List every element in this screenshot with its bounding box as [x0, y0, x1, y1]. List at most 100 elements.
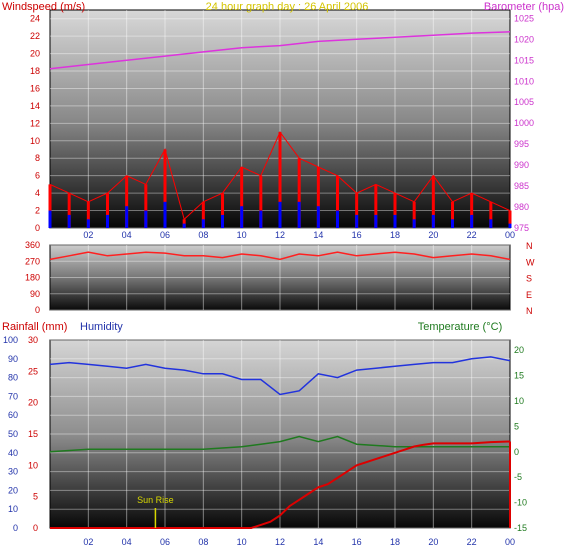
barometer-tick-label: 1010	[514, 76, 534, 86]
rain-x-tick-label: 16	[352, 537, 362, 547]
rainfall-line	[50, 440, 511, 529]
humidity-tick-label: 80	[8, 373, 18, 383]
rain-panel-background	[49, 339, 511, 529]
windspeed-tick-label: 20	[30, 49, 40, 59]
windspeed-tick-label: 22	[30, 31, 40, 41]
rain-x-tick-label: 08	[198, 537, 208, 547]
wind-x-tick-label: 06	[160, 230, 170, 240]
temperature-tick-label: -15	[514, 523, 527, 533]
wind-x-tick-label: 04	[122, 230, 132, 240]
wind-x-tick-label: 14	[313, 230, 323, 240]
barometer-tick-label: 985	[514, 181, 529, 191]
direction-tick-label: 270	[25, 256, 40, 266]
temperature-tick-label: 15	[514, 371, 524, 381]
wind-x-tick-label: 02	[83, 230, 93, 240]
windspeed-gust-line	[49, 131, 511, 221]
barometer-tick-label: 975	[514, 223, 529, 233]
temperature-tick-label: 10	[514, 396, 524, 406]
humidity-axis-title: Humidity	[80, 321, 123, 333]
compass-tick-label: S	[526, 274, 532, 284]
rainfall-tick-label: 15	[28, 429, 38, 439]
direction-panel-background	[49, 244, 511, 311]
rain-x-tick-label: 22	[467, 537, 477, 547]
rain-x-tick-label: 10	[237, 537, 247, 547]
humidity-tick-label: 50	[8, 429, 18, 439]
rainfall-tick-label: 20	[28, 398, 38, 408]
temperature-tick-label: 20	[514, 345, 524, 355]
windspeed-tick-label: 6	[35, 171, 40, 181]
temperature-axis-title: Temperature (°C)	[418, 321, 502, 333]
wind-x-tick-label: 10	[237, 230, 247, 240]
humidity-tick-label: 60	[8, 410, 18, 420]
barometer-tick-label: 995	[514, 139, 529, 149]
compass-tick-label: N	[526, 241, 533, 251]
temperature-tick-label: 5	[514, 421, 519, 431]
barometer-tick-label: 1015	[514, 55, 534, 65]
windspeed-tick-label: 4	[35, 188, 40, 198]
wind-x-tick-label: 08	[198, 230, 208, 240]
humidity-tick-label: 10	[8, 504, 18, 514]
wind-x-tick-label: 00	[505, 230, 515, 240]
windspeed-axis-title: Windspeed (m/s)	[2, 1, 85, 13]
rainfall-tick-label: 10	[28, 460, 38, 470]
barometer-tick-label: 980	[514, 202, 529, 212]
barometer-tick-label: 1005	[514, 97, 534, 107]
barometer-line	[49, 31, 511, 70]
rain-x-tick-label: 18	[390, 537, 400, 547]
windspeed-tick-label: 16	[30, 83, 40, 93]
windspeed-tick-label: 24	[30, 14, 40, 24]
windspeed-tick-label: 8	[35, 153, 40, 163]
direction-tick-label: 0	[35, 305, 40, 315]
compass-tick-label: N	[526, 306, 533, 316]
rain-x-tick-label: 12	[275, 537, 285, 547]
rainfall-axis-title: Rainfall (mm)	[2, 321, 67, 333]
chart-title: 24 hour graph day : 26 April 2006	[206, 1, 369, 13]
humidity-tick-label: 100	[3, 335, 18, 345]
barometer-tick-label: 1000	[514, 118, 534, 128]
humidity-line	[49, 356, 511, 396]
temperature-tick-label: -5	[514, 472, 522, 482]
barometer-tick-label: 990	[514, 160, 529, 170]
chart-marks: 0246810121416182022249759809859909951000…	[3, 13, 535, 547]
rain-x-tick-label: 06	[160, 537, 170, 547]
humidity-tick-label: 30	[8, 467, 18, 477]
windspeed-tick-label: 0	[35, 223, 40, 233]
rain-x-tick-label: 20	[428, 537, 438, 547]
wind-x-tick-label: 16	[352, 230, 362, 240]
temperature-tick-label: 0	[514, 447, 519, 457]
windspeed-tick-label: 2	[35, 206, 40, 216]
rainfall-tick-label: 25	[28, 366, 38, 376]
compass-tick-label: W	[526, 257, 535, 267]
windspeed-tick-label: 14	[30, 101, 40, 111]
windspeed-tick-label: 12	[30, 118, 40, 128]
humidity-tick-label: 90	[8, 354, 18, 364]
humidity-tick-label: 70	[8, 391, 18, 401]
wind-x-tick-label: 18	[390, 230, 400, 240]
direction-tick-label: 360	[25, 240, 40, 250]
wind-x-tick-label: 22	[467, 230, 477, 240]
rain-x-tick-label: 04	[122, 537, 132, 547]
barometer-tick-label: 1020	[514, 34, 534, 44]
direction-tick-label: 180	[25, 273, 40, 283]
rainfall-tick-label: 5	[33, 492, 38, 502]
windspeed-tick-label: 10	[30, 136, 40, 146]
windspeed-tick-label: 18	[30, 66, 40, 76]
rainfall-tick-label: 30	[28, 335, 38, 345]
compass-tick-label: E	[526, 290, 532, 300]
barometer-axis-title: Barometer (hpa)	[484, 1, 564, 13]
direction-tick-label: 90	[30, 289, 40, 299]
barometer-tick-label: 1025	[514, 13, 534, 23]
wind-x-tick-label: 20	[428, 230, 438, 240]
temperature-tick-label: -10	[514, 498, 527, 508]
humidity-tick-label: 0	[13, 523, 18, 533]
sunrise-label: Sun Rise	[137, 495, 174, 505]
rain-x-tick-label: 14	[313, 537, 323, 547]
humidity-tick-label: 20	[8, 485, 18, 495]
rain-x-tick-label: 00	[505, 537, 515, 547]
humidity-tick-label: 40	[8, 448, 18, 458]
wind-direction-line	[49, 251, 511, 261]
wind-x-tick-label: 12	[275, 230, 285, 240]
rainfall-tick-label: 0	[33, 523, 38, 533]
